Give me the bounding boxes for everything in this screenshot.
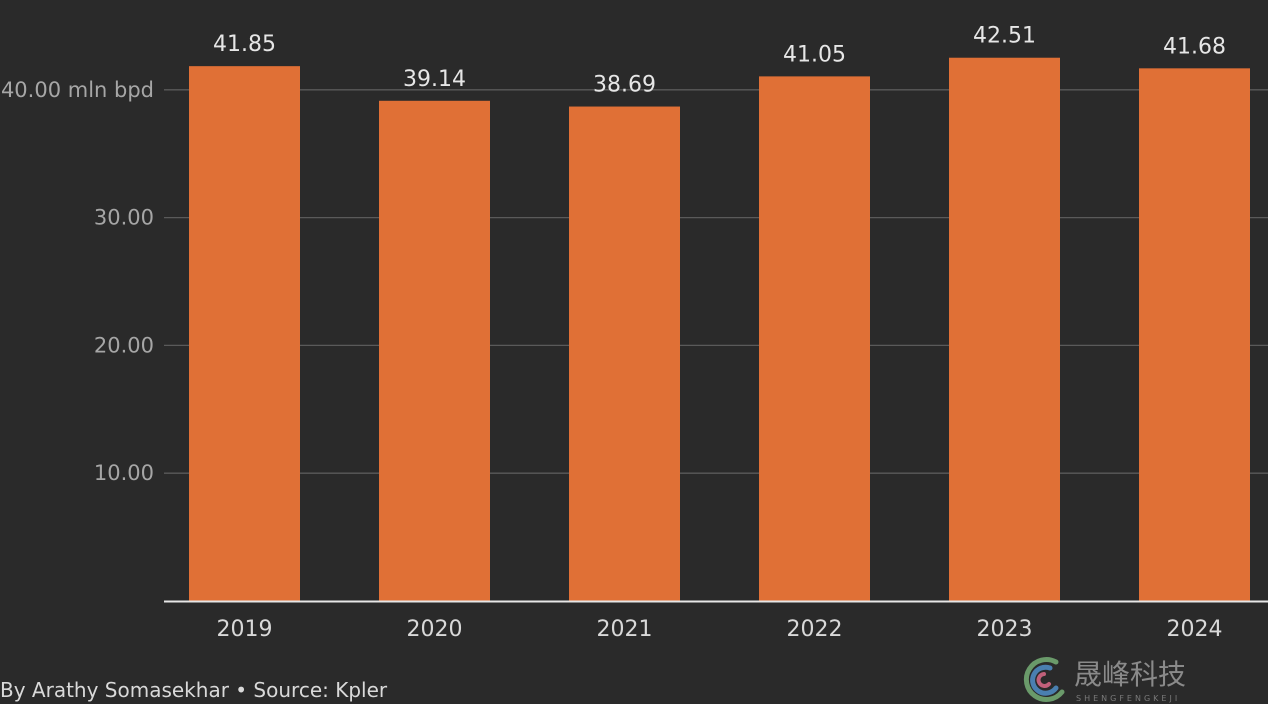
watermark-swirl-icon — [1023, 657, 1065, 703]
data-label-2022: 41.05 — [783, 42, 846, 67]
x-tick-label-2023: 2023 — [977, 617, 1033, 642]
bar-2024 — [1139, 68, 1250, 602]
y-axis-tick-labels: 10.00 20.00 30.00 40.00 mln bpd — [1, 78, 154, 485]
bar-2023 — [949, 57, 1060, 602]
data-label-2020: 39.14 — [403, 67, 466, 92]
y-tick-label: 10.00 — [94, 461, 154, 485]
y-tick-label: 20.00 — [94, 333, 154, 357]
data-label-2024: 41.68 — [1163, 34, 1226, 59]
bars — [189, 57, 1250, 602]
data-label-2023: 42.51 — [973, 24, 1036, 49]
y-tick-label: 30.00 — [94, 206, 154, 230]
x-tick-label-2024: 2024 — [1167, 617, 1223, 642]
x-tick-label-2020: 2020 — [407, 617, 463, 642]
x-tick-label-2021: 2021 — [597, 617, 653, 642]
footer-credit: By Arathy Somasekhar • Source: Kpler — [0, 678, 388, 702]
bar-2020 — [379, 100, 490, 601]
gridlines — [164, 89, 1268, 474]
x-axis-tick-labels: 2019 2020 2021 2022 2023 2024 — [217, 617, 1223, 642]
data-labels: 41.85 39.14 38.69 41.05 42.51 41.68 — [213, 24, 1226, 98]
watermark-subtext: SHENGFENGKEJI — [1076, 694, 1180, 703]
bar-2019 — [189, 66, 300, 602]
data-label-2019: 41.85 — [213, 32, 276, 57]
bar-2022 — [759, 76, 870, 602]
y-tick-label: 40.00 mln bpd — [1, 78, 154, 102]
watermark-logo: 晟峰科技 SHENGFENGKEJI — [1023, 657, 1186, 703]
bar-2021 — [569, 106, 680, 601]
bar-chart: 10.00 20.00 30.00 40.00 mln bpd 41.85 39.14 3… — [1, 24, 1268, 642]
x-tick-label-2022: 2022 — [787, 617, 843, 642]
x-tick-label-2019: 2019 — [217, 617, 273, 642]
watermark-text: 晟峰科技 — [1074, 658, 1186, 691]
data-label-2021: 38.69 — [593, 73, 656, 98]
